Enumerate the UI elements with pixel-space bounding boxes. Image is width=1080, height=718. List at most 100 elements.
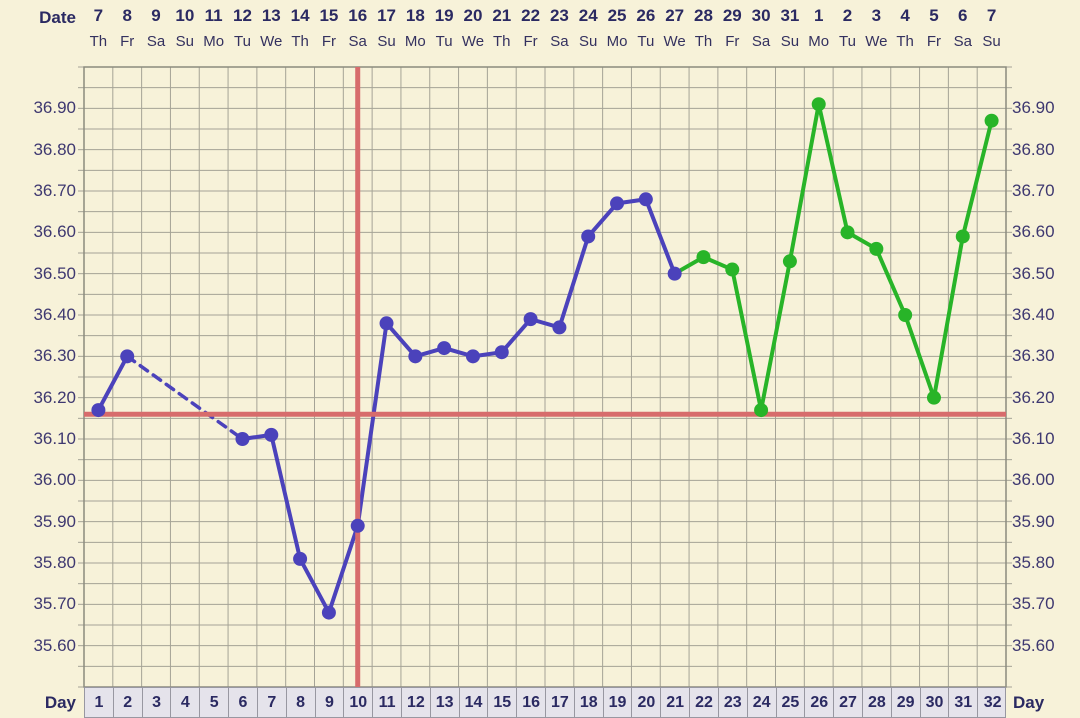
- date-header-cell: 25: [607, 6, 627, 25]
- day-cell: 24: [748, 688, 777, 717]
- temperature-line-segment: [931, 234, 965, 400]
- weekday-header-cell: Tu: [435, 33, 453, 50]
- y-axis-label-left: 36.50: [33, 263, 76, 283]
- temperature-point[interactable]: [754, 403, 769, 418]
- date-header-cell: 8: [122, 6, 132, 25]
- temperature-point[interactable]: [811, 97, 826, 112]
- date-header-cell: 10: [175, 6, 195, 25]
- day-cell: 16: [517, 688, 546, 717]
- date-header-cell: 18: [405, 6, 425, 25]
- day-cell: 21: [661, 688, 691, 717]
- date-header-cell: 13: [261, 6, 281, 25]
- date-header-cell: 11: [204, 6, 223, 25]
- day-cell: 18: [575, 688, 604, 717]
- date-header-cell: 16: [348, 6, 368, 25]
- date-header-cell: 5: [929, 6, 939, 25]
- temperature-point[interactable]: [638, 192, 653, 207]
- temperature-point[interactable]: [264, 427, 279, 442]
- temperature-line-segment: [874, 246, 908, 317]
- temperature-line-segment: [586, 201, 620, 239]
- day-cell: 9: [316, 688, 345, 717]
- temperature-point[interactable]: [955, 229, 970, 244]
- temperature-line-segment: [759, 259, 792, 413]
- temperature-point[interactable]: [725, 262, 740, 277]
- y-axis-label-right: 35.80: [1012, 553, 1055, 572]
- temperature-point[interactable]: [610, 196, 625, 211]
- temperature-line-segment: [355, 321, 389, 528]
- date-header-cell: 14: [290, 6, 310, 25]
- day-axis-title-right: Day: [1013, 693, 1045, 712]
- temperature-line-segment: [643, 197, 677, 276]
- weekday-header-cell: Th: [896, 33, 914, 50]
- day-cell: 15: [488, 688, 518, 717]
- day-cell: 28: [863, 688, 892, 717]
- weekday-header-row: Th Fr Sa Su Mo Tu We Th Fr Sa Su Mo Tu We Th Fr Sa Su Mo Tu…: [0, 33, 1080, 57]
- y-axis-label-left: 36.30: [33, 346, 76, 366]
- y-axis-label-right: 36.00: [1012, 470, 1055, 490]
- day-axis-title-left: Day: [44, 693, 76, 712]
- temperature-point[interactable]: [350, 518, 365, 533]
- temperature-point[interactable]: [523, 312, 538, 327]
- day-cell: 4: [171, 688, 201, 717]
- temperature-line-segment: [787, 102, 821, 264]
- temperature-line-segment: [960, 118, 994, 239]
- temperature-point[interactable]: [293, 551, 308, 566]
- temperature-point[interactable]: [696, 250, 711, 265]
- temperature-point[interactable]: [120, 349, 135, 364]
- temperature-point[interactable]: [321, 605, 336, 620]
- temperature-point[interactable]: [984, 113, 999, 128]
- date-header-cell: 30: [751, 6, 771, 25]
- grid-lines: [78, 66, 1012, 688]
- y-axis-label-right: 36.10: [1012, 429, 1055, 448]
- temperature-point[interactable]: [408, 349, 423, 364]
- day-cell: 31: [949, 688, 979, 717]
- weekday-header-cell: Mo: [808, 33, 830, 50]
- date-header-cell: 4: [900, 6, 910, 25]
- temperature-point[interactable]: [235, 432, 250, 446]
- temperature-point[interactable]: [552, 320, 567, 335]
- date-header-cell: 9: [151, 6, 161, 25]
- temperature-point[interactable]: [437, 341, 452, 356]
- day-cell: 6: [229, 688, 258, 717]
- day-cell: 27: [834, 688, 863, 717]
- temperature-point[interactable]: [581, 229, 596, 244]
- temperature-point[interactable]: [465, 349, 480, 364]
- temperature-point[interactable]: [667, 266, 682, 281]
- weekday-header-cell: Mo: [203, 33, 225, 50]
- day-cell: 23: [719, 688, 748, 717]
- day-cell: 2: [114, 688, 143, 717]
- day-cell: 14: [460, 688, 489, 717]
- weekday-header-cell: Th: [89, 33, 108, 50]
- temperature-point[interactable]: [782, 254, 797, 269]
- temperature-point[interactable]: [91, 403, 106, 418]
- y-axis-label-left: 36.00: [33, 470, 76, 490]
- temperature-line-segment: [730, 267, 764, 413]
- temperature-point[interactable]: [926, 390, 941, 405]
- date-header-row: 7 8 9 10 11 12 13 14 15 16 17 18 19 20 21 22 23 24 25 26 27 2…: [0, 6, 1080, 30]
- temperature-point[interactable]: [494, 345, 509, 360]
- y-axis-label-right: 36.80: [1012, 139, 1055, 159]
- temperature-point[interactable]: [840, 225, 855, 240]
- temperature-point[interactable]: [379, 316, 394, 331]
- day-cell: 10: [344, 688, 374, 717]
- date-header-cell: 3: [871, 6, 882, 25]
- date-header-cell: 20: [463, 6, 483, 25]
- day-cell: 29: [892, 688, 921, 717]
- day-cell: 13: [431, 688, 460, 717]
- weekday-header-cell: Mo: [404, 33, 426, 50]
- temperature-point[interactable]: [869, 241, 884, 256]
- y-axis-label-left: 35.70: [33, 594, 76, 614]
- temperature-point[interactable]: [898, 308, 913, 322]
- day-cell: 26: [805, 688, 835, 717]
- day-cell: 8: [287, 688, 316, 717]
- weekday-header-cell: Tu: [839, 33, 856, 50]
- weekday-header-cell: Fr: [725, 33, 740, 50]
- weekday-header-cell: Su: [982, 33, 1001, 50]
- weekday-header-cell: Th: [291, 33, 309, 50]
- day-cell: 17: [546, 688, 575, 717]
- weekday-header-cell: Su: [780, 33, 800, 50]
- y-axis-label-left: 36.40: [33, 305, 76, 324]
- y-axis-label-left: 35.60: [33, 635, 76, 655]
- y-axis-label-left: 36.20: [33, 387, 76, 407]
